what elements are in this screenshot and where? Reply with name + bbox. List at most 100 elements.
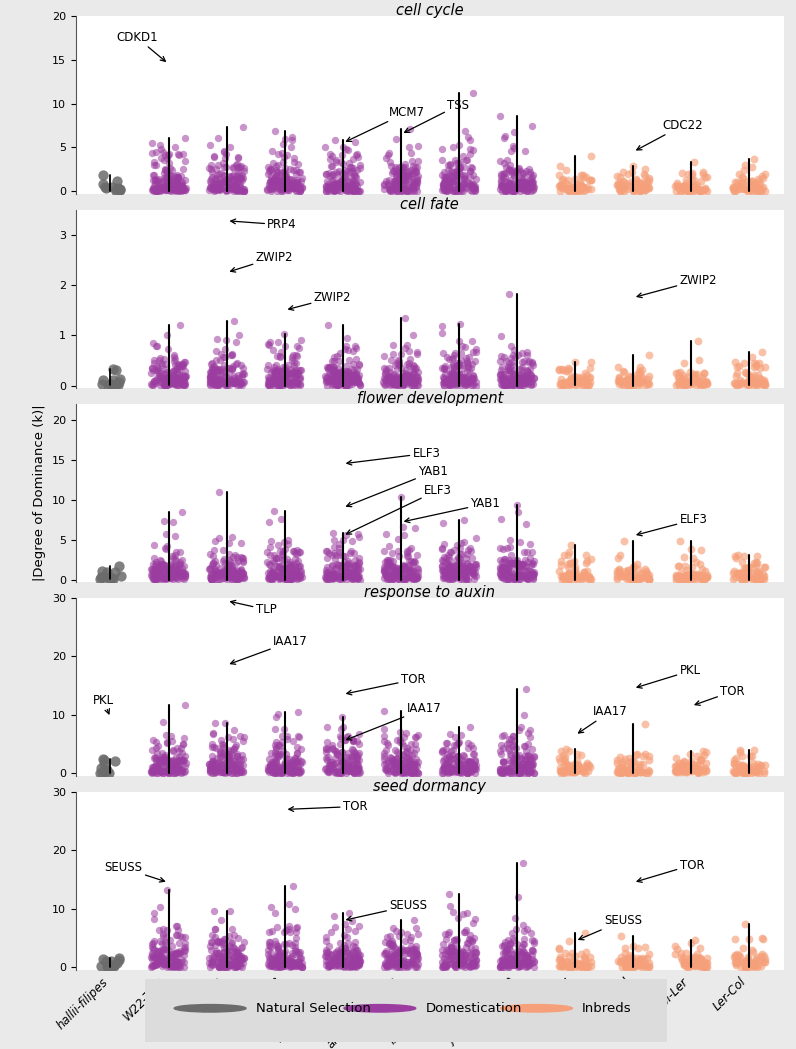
- Point: [172, 181, 185, 198]
- Point: [341, 179, 353, 196]
- Point: [326, 558, 338, 575]
- Point: [163, 370, 176, 387]
- Point: [578, 949, 591, 966]
- Point: [277, 547, 290, 563]
- Point: [108, 563, 121, 580]
- Point: [263, 957, 276, 973]
- Text: MCM7: MCM7: [346, 106, 425, 142]
- Point: [340, 163, 353, 179]
- Point: [271, 951, 283, 968]
- Point: [346, 176, 359, 193]
- Point: [576, 761, 589, 777]
- Point: [295, 959, 308, 976]
- Point: [278, 180, 291, 197]
- Point: [463, 761, 476, 777]
- Point: [583, 756, 595, 773]
- Point: [451, 563, 464, 580]
- Point: [453, 136, 466, 153]
- Point: [564, 956, 576, 972]
- Point: [150, 751, 162, 768]
- Point: [507, 124, 520, 141]
- Point: [333, 352, 345, 369]
- Point: [320, 942, 333, 959]
- Point: [457, 557, 470, 574]
- Point: [565, 958, 578, 975]
- Point: [519, 756, 532, 773]
- Point: [458, 339, 471, 356]
- Point: [279, 169, 291, 186]
- Point: [148, 571, 161, 587]
- Point: [528, 369, 540, 386]
- Point: [178, 764, 191, 780]
- Point: [469, 759, 482, 776]
- Point: [209, 181, 221, 198]
- Point: [611, 754, 623, 771]
- Point: [223, 364, 236, 381]
- Point: [385, 958, 398, 975]
- Point: [342, 372, 355, 389]
- Point: [571, 568, 583, 584]
- Point: [467, 563, 480, 580]
- Point: [341, 759, 353, 776]
- Point: [207, 362, 220, 379]
- Point: [158, 513, 170, 530]
- Point: [520, 956, 533, 972]
- Circle shape: [344, 1005, 416, 1012]
- Point: [685, 179, 697, 196]
- Point: [584, 551, 597, 568]
- Point: [695, 570, 708, 586]
- Point: [399, 725, 412, 742]
- Point: [618, 372, 630, 389]
- Point: [687, 183, 700, 199]
- Point: [341, 180, 353, 197]
- Point: [626, 378, 639, 394]
- Point: [732, 547, 744, 563]
- Point: [280, 373, 293, 390]
- Point: [512, 347, 525, 364]
- Point: [279, 365, 292, 382]
- Point: [675, 165, 688, 181]
- Point: [384, 558, 397, 575]
- Point: [634, 178, 646, 195]
- Point: [223, 377, 236, 393]
- Point: [751, 548, 763, 564]
- Point: [164, 167, 177, 184]
- Point: [750, 356, 763, 372]
- Point: [408, 912, 420, 928]
- Point: [686, 167, 699, 184]
- Point: [748, 151, 761, 168]
- Point: [380, 554, 393, 571]
- Point: [498, 564, 511, 581]
- Point: [744, 765, 757, 782]
- Point: [730, 950, 743, 967]
- Point: [172, 562, 185, 579]
- Point: [498, 179, 511, 196]
- Point: [341, 376, 353, 392]
- Point: [526, 556, 539, 573]
- Point: [509, 373, 521, 390]
- Point: [408, 941, 421, 958]
- Point: [275, 344, 287, 361]
- Point: [332, 571, 345, 587]
- Point: [453, 957, 466, 973]
- Point: [178, 558, 190, 575]
- Point: [409, 741, 422, 757]
- Point: [388, 178, 400, 195]
- Point: [461, 758, 474, 775]
- Point: [209, 921, 221, 938]
- Point: [401, 548, 414, 564]
- Point: [404, 145, 417, 162]
- Point: [498, 370, 510, 387]
- Point: [237, 949, 250, 966]
- Point: [284, 764, 297, 780]
- Point: [269, 364, 282, 381]
- Point: [410, 944, 423, 961]
- Point: [509, 554, 522, 571]
- Point: [512, 959, 525, 976]
- Point: [161, 377, 174, 393]
- Point: [328, 183, 341, 199]
- Point: [324, 957, 337, 973]
- Point: [633, 362, 646, 379]
- Point: [353, 744, 365, 761]
- Point: [170, 918, 182, 935]
